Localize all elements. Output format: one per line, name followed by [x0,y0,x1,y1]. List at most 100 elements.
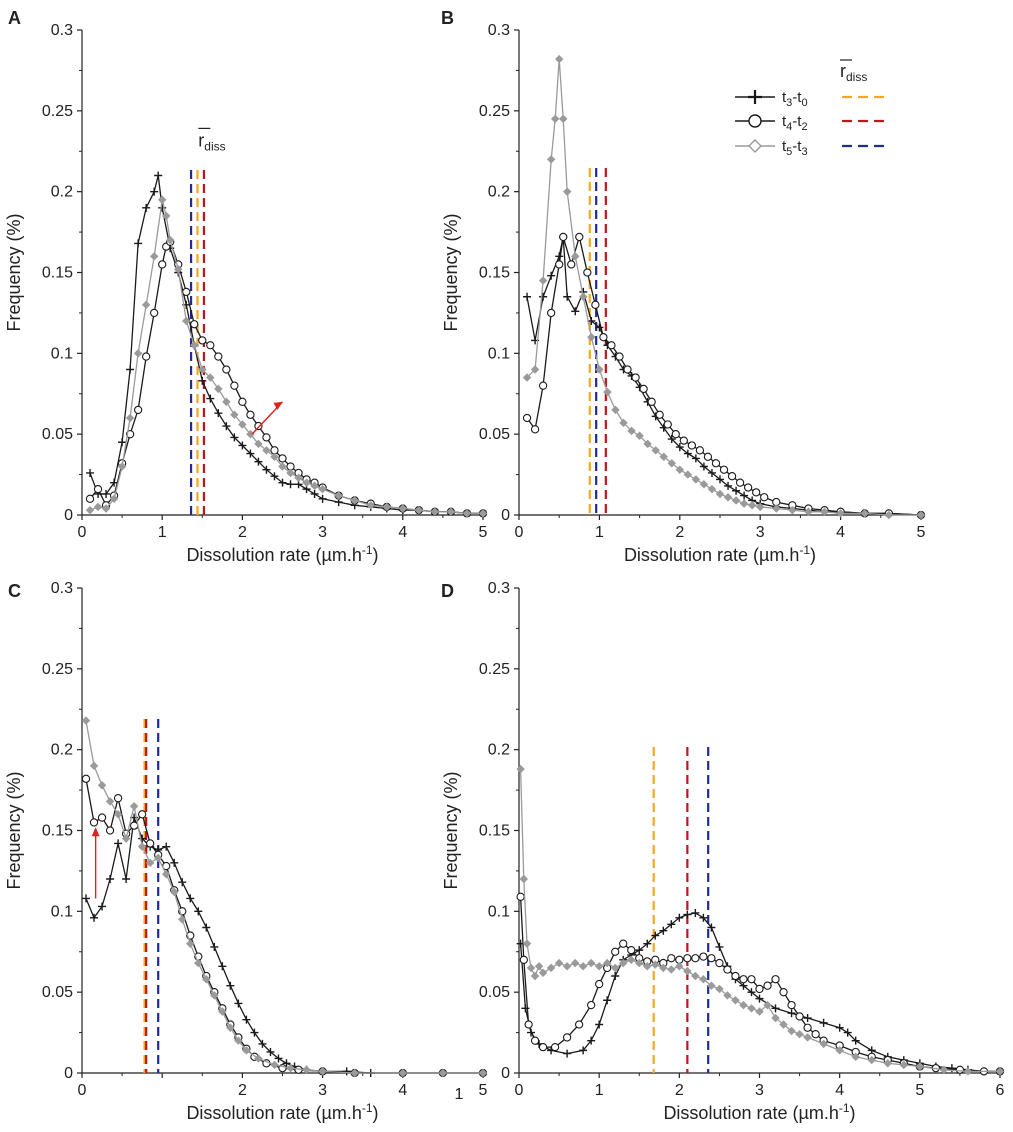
marker-diamond [707,981,716,990]
marker-diamond [350,496,359,505]
marker-diamond [519,874,529,884]
marker-plus [803,1014,812,1023]
marker-diamond [534,962,544,971]
marker-circle [655,410,664,419]
x-tick-label: 0 [78,1082,87,1099]
panel-label: D [441,581,454,601]
y-tick-label: 0 [501,1065,510,1082]
y-axis-label: Frequency (%) [4,771,24,889]
marker-plus [342,1067,351,1076]
marker-circle [715,958,724,968]
series-line [89,240,483,515]
marker-diamond [238,420,247,429]
marker-diamond [190,341,199,350]
marker-diamond [294,473,303,483]
marker-diamond [149,252,159,261]
marker-diamond [586,958,596,968]
marker-circle [575,232,584,242]
series-line [519,896,1000,1073]
series-t5-t3 [522,54,926,520]
marker-diamond [121,834,131,843]
legend: rdiss t3-t0 t4-t2 t5-t3 [735,59,888,158]
marker-plus [675,443,684,452]
marker-diamond [161,869,171,879]
marker-circle [133,405,143,415]
x-tick-label: 6 [996,1082,1005,1099]
marker-plus [250,1028,259,1037]
marker-diamond [242,1046,251,1055]
marker-diamond [715,489,725,499]
marker-plus [755,994,764,1003]
marker-circle [238,397,247,406]
x-tick-label: 5 [917,524,926,541]
y-tick-label: 0 [501,507,510,524]
marker-plus [138,834,147,843]
marker-plus [835,1023,844,1032]
marker-diamond [916,510,926,520]
marker-circle [703,452,713,461]
series-t3-t0 [82,813,487,1077]
marker-plus [282,1059,291,1068]
marker-plus [86,468,95,477]
marker-circle [667,954,676,963]
y-tick-label: 0.2 [488,742,510,759]
marker-diamond [602,958,612,968]
red-arrow-head [91,827,100,837]
marker-diamond [174,265,183,274]
marker-plus [724,481,733,490]
x-tick-label: 1 [595,1082,604,1099]
panel-c: C 0 0.05 0.1 0.15 0.2 0.25 0.3 0 2 3 4 51 Dissolution… [4,580,488,1123]
legend-label: t4-t2 [782,113,808,133]
marker-diamond [683,966,692,976]
y-axis-label: Frequency (%) [441,771,461,889]
marker-diamond [145,858,155,868]
marker-diamond [963,1067,973,1076]
marker-circle [771,975,780,984]
y-tick-label: 0.05 [42,426,73,443]
marker-circle [519,955,528,964]
x-tick-label: 4 [836,524,845,541]
marker-diamond [226,1023,235,1032]
marker-diamond [414,505,424,515]
marker-circle [142,352,151,361]
marker-circle [150,308,159,318]
marker-plus [230,433,239,442]
marker-circle [522,413,532,423]
marker-diamond [516,764,525,774]
y-tick-label: 0.15 [479,823,510,840]
marker-plus [732,486,741,495]
marker-plus [563,1049,572,1058]
marker-diamond [157,195,167,204]
marker-plus [643,939,652,948]
mean-label: rdiss [198,130,225,153]
marker-plus [787,1009,796,1018]
marker-diamond [334,491,343,500]
marker-circle [735,478,745,487]
marker-plus [699,913,708,922]
marker-diamond [691,971,700,981]
marker-plus [651,931,660,940]
marker-circle [538,1042,548,1052]
marker-circle [752,488,761,497]
marker-diamond [182,316,191,326]
marker-diamond [222,397,231,407]
marker-plus [595,323,604,332]
marker-diamond [723,492,733,502]
marker-circle [190,320,199,329]
marker-circle [214,352,223,361]
marker-plus [82,894,91,903]
marker-circle [760,493,769,502]
legend-label: t5-t3 [782,138,808,158]
marker-diamond [398,504,408,513]
marker-circle [691,954,700,963]
y-tick-label: 0.2 [488,184,510,201]
marker-circle [524,1020,533,1029]
x-tick-label: 1 [595,524,604,541]
marker-diamond [137,842,147,851]
y-tick-label: 0 [64,1065,73,1082]
marker-diamond [788,505,797,515]
marker-diamond [787,1026,796,1036]
marker-circle [795,1012,804,1021]
marker-diamond [105,797,115,806]
marker-diamond [747,1004,756,1013]
